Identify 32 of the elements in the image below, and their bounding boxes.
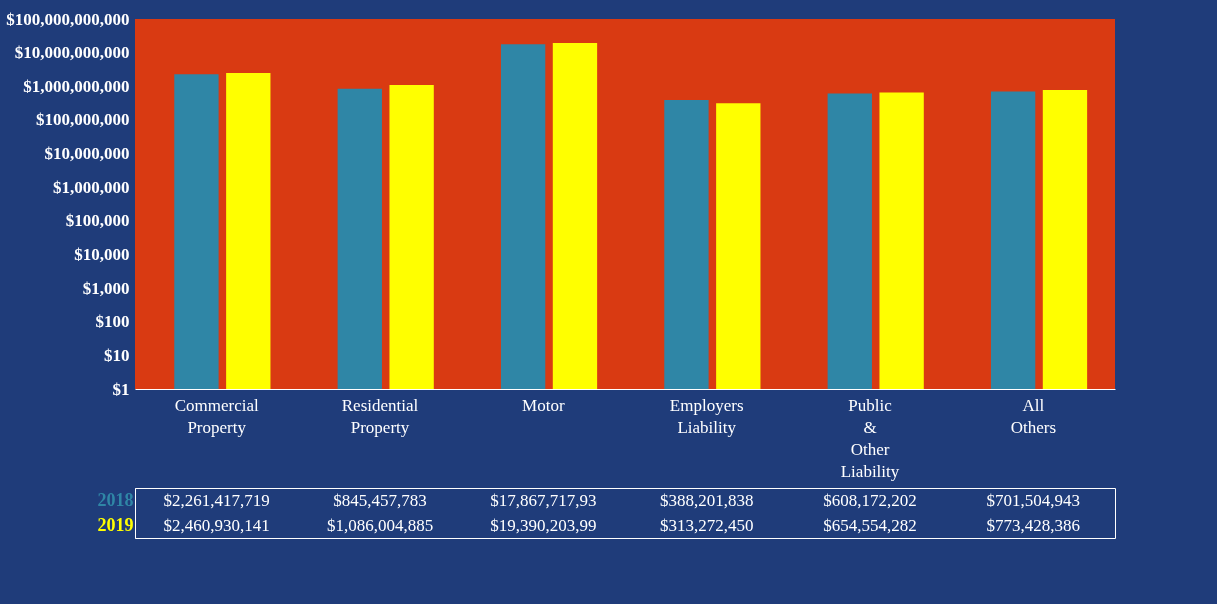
data-label: $19,390,203,99 <box>490 515 597 535</box>
y-tick-label: $1,000,000,000 <box>23 76 130 96</box>
data-label: $1,086,004,885 <box>326 515 434 535</box>
y-tick-label: $10,000,000 <box>44 144 130 164</box>
x-tick-label: Motor <box>522 395 565 415</box>
y-tick-label: $1 <box>112 379 130 399</box>
data-label: $654,554,282 <box>823 515 917 535</box>
data-label: $701,504,943 <box>986 490 1081 510</box>
y-tick-label: $1,000 <box>82 278 130 298</box>
text: 2019 <box>97 515 134 535</box>
data-label: $2,261,417,719 <box>163 490 270 510</box>
x-tick-label: All Others <box>1010 395 1056 437</box>
data-label: $17,867,717,93 <box>490 490 597 510</box>
data-label: $773,428,386 <box>986 515 1081 535</box>
data-label: $608,172,202 <box>823 490 917 510</box>
y-tick-label: $100,000,000,000 <box>6 9 130 29</box>
x-tick-label: Residential Property <box>341 395 419 437</box>
data-label: $845,457,783 <box>333 490 427 510</box>
y-tick-label: $10,000 <box>74 244 130 264</box>
data-label: $388,201,838 <box>659 490 754 510</box>
y-tick-label: $100,000,000 <box>36 110 130 130</box>
y-tick-label: $10,000,000,000 <box>14 43 130 63</box>
data-label: $313,272,450 <box>659 515 754 535</box>
text: 2018 <box>97 490 134 510</box>
x-tick-label: Employers Liability <box>669 395 744 437</box>
y-tick-label: $10 <box>104 345 130 365</box>
y-tick-label: $1,000,000 <box>53 177 130 197</box>
data-label: $2,460,930,141 <box>163 515 270 535</box>
y-tick-label: $100,000 <box>65 211 130 231</box>
y-tick-label: $100 <box>95 312 130 332</box>
x-tick-label: Public & Other Liability <box>840 395 900 481</box>
x-tick-label: Commercial Property <box>174 395 259 437</box>
